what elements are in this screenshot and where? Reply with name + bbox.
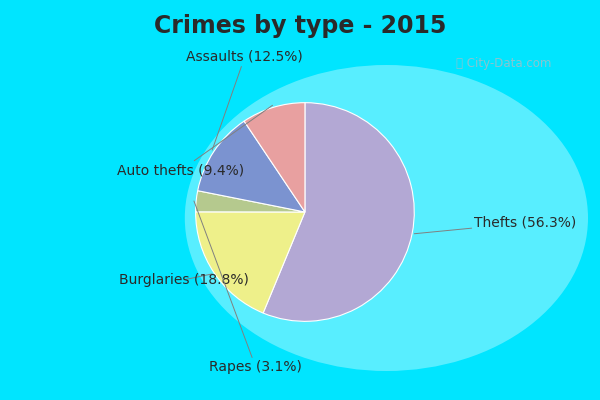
Text: ⓘ City-Data.com: ⓘ City-Data.com: [457, 58, 551, 70]
Text: Assaults (12.5%): Assaults (12.5%): [187, 50, 303, 150]
Wedge shape: [263, 103, 414, 321]
Text: Burglaries (18.8%): Burglaries (18.8%): [119, 273, 249, 287]
Wedge shape: [197, 121, 305, 212]
Text: Rapes (3.1%): Rapes (3.1%): [194, 201, 302, 374]
Wedge shape: [196, 212, 305, 313]
Text: Thefts (56.3%): Thefts (56.3%): [415, 216, 577, 234]
Wedge shape: [196, 191, 305, 212]
Text: Crimes by type - 2015: Crimes by type - 2015: [154, 14, 446, 38]
Ellipse shape: [185, 65, 588, 371]
Wedge shape: [244, 103, 305, 212]
Text: Auto thefts (9.4%): Auto thefts (9.4%): [117, 105, 272, 178]
